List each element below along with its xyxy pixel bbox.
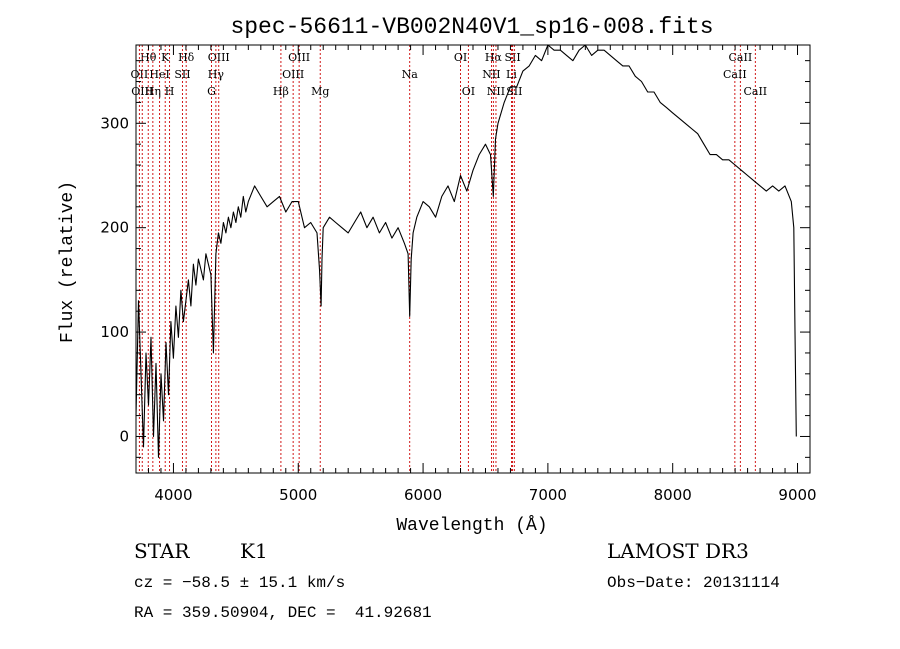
emission-line-label: Hγ [208,68,225,81]
x-tick-label: 4000 [154,486,192,504]
emission-line-label: Hη [145,85,161,98]
y-axis-label: Flux (relative) [58,181,78,343]
object-subclass: K1 [240,539,268,563]
x-tick-label: 5000 [279,486,317,504]
emission-line-label: K [161,51,170,64]
emission-line-label: Li [506,68,517,81]
x-tick-label: 8000 [654,486,692,504]
spectrum-line [135,44,797,458]
emission-line-label: OI [454,51,467,64]
emission-line-label: OI [462,85,475,98]
object-class: STAR [134,539,190,563]
coordinates: RA = 359.50904, DEC = 41.92681 [134,604,432,622]
emission-line-label: CaII [729,51,753,64]
redshift-cz: cz = −58.5 ± 15.1 km/s [134,574,346,592]
emission-line-label: OIII [208,51,230,64]
emission-line-label: G [207,85,216,98]
emission-line-label: Hδ [178,51,195,64]
emission-line-label: OII [131,68,149,81]
emission-line-label: SII [174,68,190,81]
emission-line-label: Mg [311,85,329,98]
emission-line-label: H [165,85,175,98]
emission-line-label: NII [487,85,505,98]
emission-line-label: Hβ [273,85,289,98]
axes: 4000 5000 6000 7000 8000 9000 0 100 200 300 [100,44,817,504]
survey-name: LAMOST DR3 [607,539,749,563]
emission-line-label: Hα [485,51,503,64]
emission-line-label: OIII [282,68,304,81]
emission-line-label: Na [402,68,419,81]
emission-line-label: OIII [288,51,310,64]
observation-date: Obs−Date: 20131114 [607,574,780,592]
y-tick-label: 200 [100,219,129,237]
y-tick-label: 0 [119,427,129,445]
x-tick-label: 6000 [404,486,442,504]
spectrum-series [135,44,797,458]
x-axis-label: Wavelength (Å) [396,515,547,536]
emission-line-label: CaII [743,85,767,98]
emission-line-label: HeI [149,68,169,81]
y-tick-label: 300 [100,114,129,132]
plot-frame [135,44,811,474]
x-tick-label: 9000 [778,486,816,504]
chart-title: spec-56611-VB002N40V1_sp16-008.fits [230,14,713,40]
emission-line-label: OIII [131,85,153,98]
x-tick-label: 7000 [529,486,567,504]
y-tick-label: 100 [100,323,129,341]
emission-line-label: CaII [723,68,747,81]
emission-line-label: NII [482,68,500,81]
emission-line-label: SII [504,51,520,64]
